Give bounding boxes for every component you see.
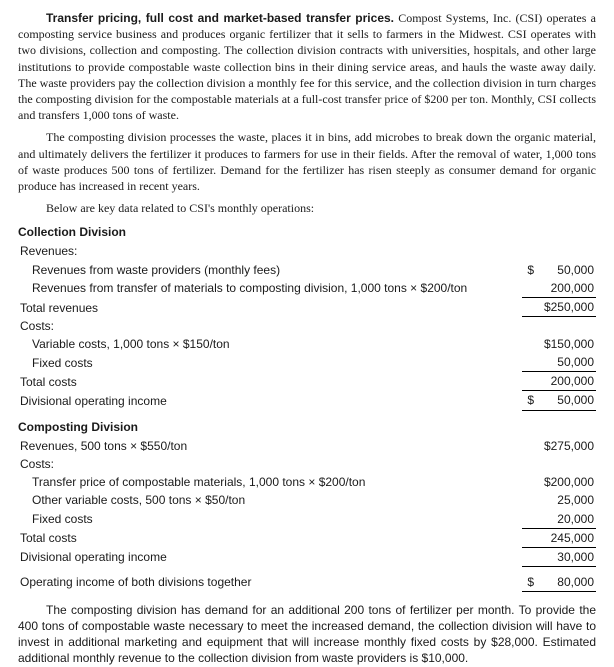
currency-symbol: $ (522, 573, 536, 592)
table-row: Total revenues $250,000 (18, 298, 596, 317)
footer-paragraph: The composting division has demand for a… (18, 602, 596, 667)
run-in-title: Transfer pricing, full cost and market-b… (46, 11, 394, 25)
combined-op-income-label: Operating income of both divisions toget… (18, 573, 522, 592)
comp-div-op-income-value: 30,000 (536, 547, 596, 566)
rev-providers-value: 50,000 (536, 261, 596, 279)
transfer-price-label: Transfer price of compostable materials,… (18, 473, 522, 491)
total-costs-value: 200,000 (536, 372, 596, 391)
rev-transfer-value: 200,000 (536, 279, 596, 298)
combined-op-income-value: 80,000 (536, 573, 596, 592)
variable-costs-label: Variable costs, 1,000 tons × $150/ton (18, 335, 522, 353)
revenues-label: Revenues: (18, 242, 522, 260)
currency-symbol: $ (522, 261, 536, 279)
table-row: Divisional operating income$50,000 (18, 391, 596, 410)
table-row: Variable costs, 1,000 tons × $150/ton $15… (18, 335, 596, 353)
table-row: Fixed costs 20,000 (18, 510, 596, 529)
total-costs-label: Total costs (18, 372, 522, 391)
table-row: Costs: (18, 455, 596, 473)
table-row: Operating income of both divisions toget… (18, 573, 596, 592)
fixed-costs-label: Fixed costs (18, 353, 522, 372)
rev-transfer-label: Revenues from transfer of materials to c… (18, 279, 522, 298)
comp-fixed-costs-label: Fixed costs (18, 510, 522, 529)
composting-table: Revenues, 500 tons × $550/ton $275,000 Co… (18, 437, 596, 592)
table-row: Total costs 200,000 (18, 372, 596, 391)
div-op-income-label: Divisional operating income (18, 391, 522, 410)
transfer-price-value: $200,000 (536, 473, 596, 491)
table-row: Revenues from transfer of materials to c… (18, 279, 596, 298)
comp-revenues-label: Revenues, 500 tons × $550/ton (18, 437, 522, 455)
comp-revenues-value: $275,000 (536, 437, 596, 455)
total-revenues-label: Total revenues (18, 298, 522, 317)
table-row: Total costs 245,000 (18, 528, 596, 547)
table-row: Divisional operating income 30,000 (18, 547, 596, 566)
table-row: Fixed costs 50,000 (18, 353, 596, 372)
costs-label: Costs: (18, 317, 522, 335)
intro-paragraph-1: Transfer pricing, full cost and market-b… (18, 10, 596, 123)
comp-fixed-costs-value: 20,000 (536, 510, 596, 529)
costs-label-2: Costs: (18, 455, 522, 473)
table-row: Revenues from waste providers (monthly f… (18, 261, 596, 279)
table-row: Costs: (18, 317, 596, 335)
table-row: Other variable costs, 500 tons × $50/ton… (18, 491, 596, 509)
div-op-income-value: 50,000 (536, 391, 596, 410)
table-row: Revenues: (18, 242, 596, 260)
total-revenues-value: $250,000 (536, 298, 596, 317)
other-var-costs-label: Other variable costs, 500 tons × $50/ton (18, 491, 522, 509)
collection-division-heading: Collection Division (18, 224, 596, 240)
intro-paragraph-3: Below are key data related to CSI's mont… (18, 200, 596, 216)
currency-symbol: $ (522, 391, 536, 410)
comp-total-costs-value: 245,000 (536, 528, 596, 547)
composting-division-heading: Composting Division (18, 419, 596, 435)
fixed-costs-value: 50,000 (536, 353, 596, 372)
other-var-costs-value: 25,000 (536, 491, 596, 509)
rev-providers-label: Revenues from waste providers (monthly f… (18, 261, 522, 279)
table-row: Transfer price of compostable materials,… (18, 473, 596, 491)
intro-body-1: Compost Systems, Inc. (CSI) operates a c… (18, 11, 596, 122)
collection-table: Revenues: Revenues from waste providers … (18, 242, 596, 410)
variable-costs-value: $150,000 (536, 335, 596, 353)
comp-div-op-income-label: Divisional operating income (18, 547, 522, 566)
comp-total-costs-label: Total costs (18, 528, 522, 547)
intro-paragraph-2: The composting division processes the wa… (18, 129, 596, 194)
table-row: Revenues, 500 tons × $550/ton $275,000 (18, 437, 596, 455)
